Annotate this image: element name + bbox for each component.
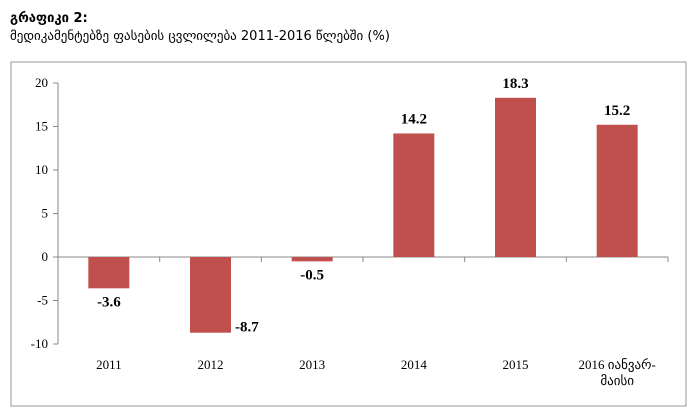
x-tick-label: მაისი: [600, 373, 634, 388]
chart-title: გრაფიკი 2:: [10, 11, 88, 26]
x-tick-label: 2012: [198, 357, 224, 372]
x-tick-label: 2013: [299, 357, 325, 372]
bars: [88, 97, 638, 333]
x-tick-label: 2016 იანვარ-: [579, 357, 656, 373]
data-label: -8.7: [235, 320, 259, 336]
chart-subtitle: მედიკამენტებზე ფასების ცვლილება 2011-201…: [10, 29, 390, 44]
bar: [291, 257, 333, 262]
y-tick-label: 20: [35, 75, 48, 90]
bar: [596, 124, 638, 257]
y-tick-label: 5: [42, 206, 49, 221]
data-label: 15.2: [604, 103, 630, 119]
x-tick-label: 2011: [96, 357, 122, 372]
bar: [393, 133, 435, 257]
x-tick-label: 2015: [503, 357, 529, 372]
data-label: 18.3: [502, 76, 528, 92]
y-tick-label: 15: [35, 119, 48, 134]
data-label: -0.5: [300, 267, 324, 283]
chart-caption: გრაფიკი 2: მედიკამენტებზე ფასების ცვლილე…: [10, 10, 390, 46]
y-tick-label: 10: [35, 162, 48, 177]
data-label: -3.6: [97, 294, 121, 310]
bar: [495, 97, 536, 257]
bar: [88, 257, 130, 289]
chart-frame: [10, 61, 687, 407]
y-tick-label: 0: [42, 249, 49, 264]
y-tick-label: -10: [31, 336, 48, 351]
data-labels: -3.6 -8.7 -0.5 14.2 18.3 15.2: [97, 76, 630, 336]
data-label: 14.2: [401, 111, 427, 127]
x-tick-label: 2014: [401, 357, 428, 372]
y-tick-label: -5: [37, 293, 48, 308]
bar: [190, 257, 231, 333]
